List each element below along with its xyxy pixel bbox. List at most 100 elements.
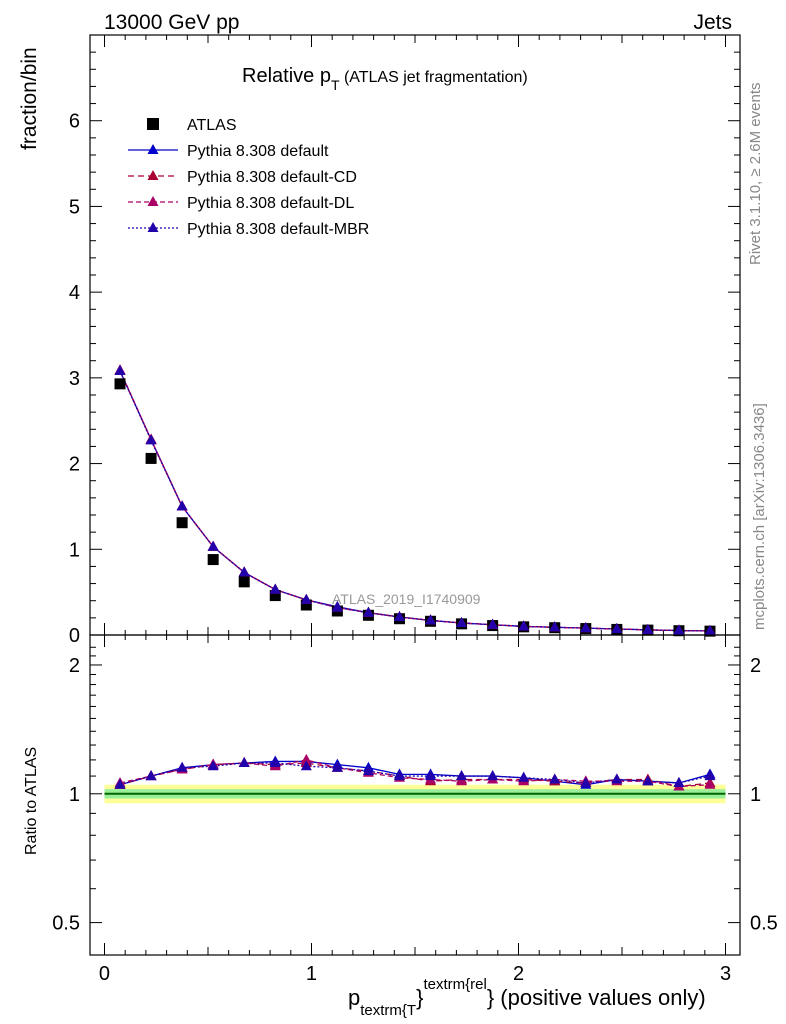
y-tick-label: 4 [69,282,80,304]
ratio-curve-4 [119,762,711,786]
legend-marker [147,196,159,206]
atlas-data-point [300,599,312,611]
main-series-markers [114,364,716,637]
ratio-marker-3 [300,753,312,764]
ratio-marker-4 [518,771,530,782]
ratio-series-markers [114,753,716,791]
y-tick-label: 2 [69,454,80,476]
ratio-marker-4 [300,760,312,771]
x-axis-label: ptextrm{T}textrm{rel} (positive values o… [348,976,706,1019]
ratio-y-tick-label-right: 1 [750,784,761,806]
legend-marker [147,144,159,154]
mc-marker-4 [456,617,468,627]
beam-label: 13000 GeV pp [104,11,239,34]
plot-title-rest: (ATLAS jet fragmentation) [340,69,528,86]
ratio-curve-3 [119,759,711,788]
y-axis-label: fraction/bin [18,47,41,150]
ratio-marker-3 [456,775,468,786]
mc-marker-4 [331,601,343,612]
mc-marker-4 [238,566,250,577]
mc-marker-4 [673,624,685,635]
ratio-uncertainty-band [104,784,726,804]
rivet-label: Rivet 3.1.10, ≥ 2.6M events [747,83,764,266]
atlas-data-point [269,590,281,602]
y-tick-label: 3 [69,368,80,390]
ratio-marker-4 [207,760,219,771]
mc-marker-4 [549,621,561,632]
x-axis-label-superscript: textrm{rel [423,976,486,993]
ratio-y-tick-label: 2 [69,655,80,677]
atlas-data-point [176,517,188,529]
ratio-marker-4 [456,770,468,781]
y-tick-label: 0 [69,625,80,647]
atlas-data-point [145,452,157,464]
mc-marker-4 [580,622,592,633]
ratio-marker-4 [549,773,561,784]
analysis-watermark: ATLAS_2019_I1740909 [332,591,481,607]
legend-marker [147,170,159,180]
mc-marker-4 [269,583,281,594]
atlas-data-point [114,378,126,390]
ratio-marker-4 [114,778,126,789]
atlas-data-point [207,554,219,566]
legend-marker-atlas [147,118,159,130]
x-axis-label-subscript: textrm{T [360,1002,416,1019]
legend-label: Pythia 8.308 default-DL [187,195,354,212]
mc-marker-4 [642,623,654,634]
atlas-data-point [238,576,250,588]
x-tick-label: 3 [720,963,731,985]
mc-marker-4 [176,500,188,511]
ratio-axis-ticks: 0 1 2 3 0.5 0.5 1 1 2 2 [52,635,778,985]
legend-label: Pythia 8.308 default [187,143,329,160]
ratio-y-tick-label-right: 0.5 [750,913,778,935]
ratio-marker-4 [425,770,437,781]
ratio-marker-4 [611,773,623,784]
ratio-marker-4 [331,761,343,772]
mc-marker-4 [114,365,126,375]
x-tick-label: 2 [513,963,524,985]
ratio-marker-4 [673,776,685,787]
ratio-marker-4 [145,770,157,781]
y-tick-label: 6 [69,111,80,133]
ratio-marker-4 [238,757,250,768]
plot-title-main: Relative p [242,65,331,87]
plot-title: Relative pT (ATLAS jet fragmentation) [242,65,528,93]
ratio-marker-4 [176,761,188,772]
mc-marker-4 [207,540,219,551]
mc-marker-4 [704,624,716,635]
x-axis-label-brace: } [416,985,423,1010]
mc-marker-4 [518,620,530,631]
y-tick-label: 5 [69,196,80,218]
legend-label: ATLAS [187,117,237,134]
mcplots-label: mcplots.cern.ch [arXiv:1306.3436] [751,403,768,630]
ratio-marker-4 [393,770,405,781]
ratio-marker-4 [487,770,499,781]
x-axis-label-p: p [348,985,360,1010]
ratio-marker-4 [269,757,281,768]
x-axis-label-rest: } (positive values only) [487,985,706,1010]
ratio-marker-4 [580,776,592,787]
ratio-y-tick-label: 0.5 [52,913,80,935]
legend-marker [147,222,159,232]
ratio-y-axis-label: Ratio to ATLAS [23,747,40,855]
x-tick-label: 1 [306,963,317,985]
mc-marker-4 [487,618,499,629]
ratio-series-lines [119,759,711,788]
process-label: Jets [693,11,732,34]
mc-marker-4 [425,614,437,625]
mc-marker-4 [300,593,312,604]
y-tick-label: 1 [69,539,80,561]
ratio-y-tick-label: 1 [69,784,80,806]
x-tick-label: 0 [99,963,110,985]
ratio-panel: 0 1 2 3 0.5 0.5 1 1 2 2 [52,634,778,985]
mc-marker-4 [393,611,405,621]
ratio-y-tick-label-right: 2 [750,655,761,677]
plot-title-subscript: T [331,77,340,93]
legend-label: Pythia 8.308 default-CD [187,169,357,186]
mc-marker-4 [611,623,623,633]
ratio-marker-4 [704,770,716,781]
legend-label: Pythia 8.308 default-MBR [187,221,369,238]
ratio-marker-4 [362,765,374,776]
mc-marker-4 [145,434,157,445]
